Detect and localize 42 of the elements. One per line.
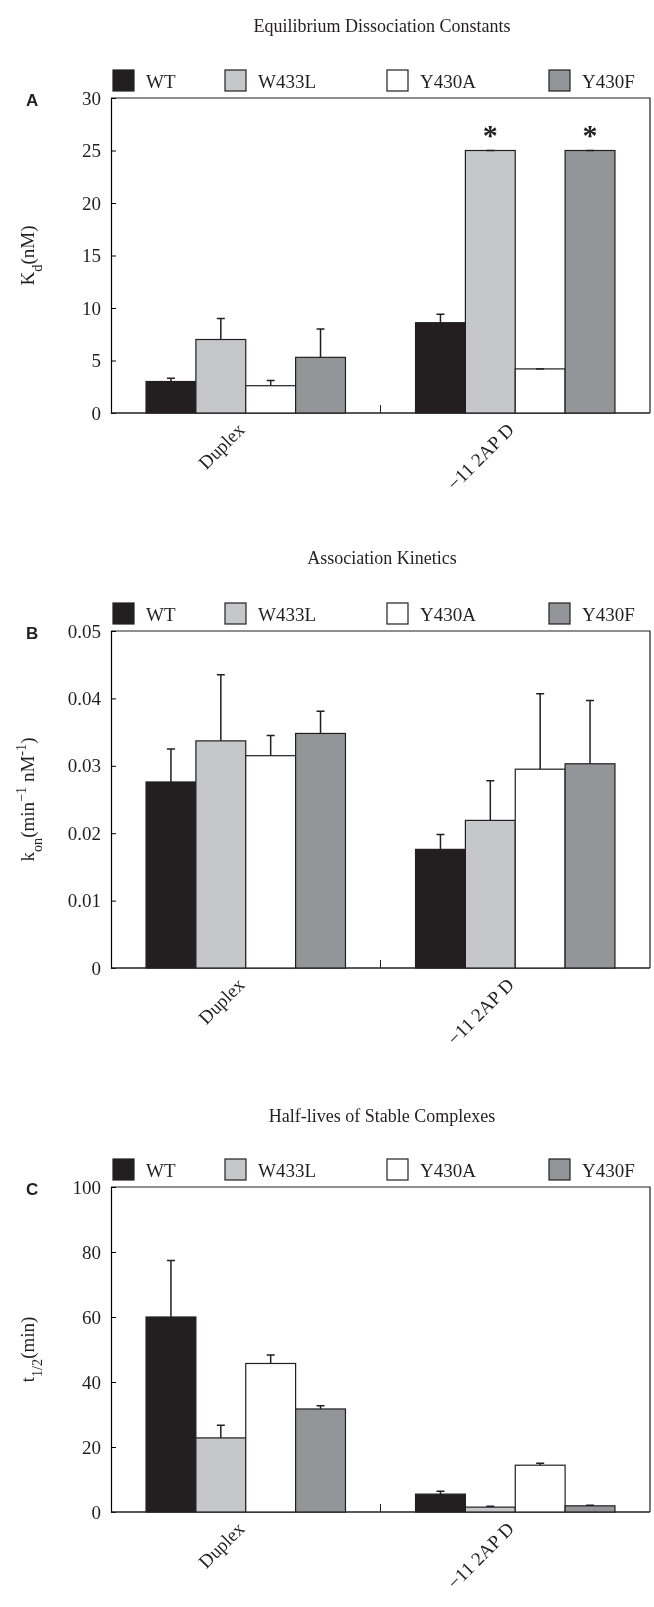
y-tick-label: 15	[82, 245, 101, 267]
y-tick-label: 0.03	[67, 755, 101, 777]
text: B	[26, 624, 39, 643]
legend-label: Y430A	[420, 604, 477, 625]
y-tick-label: 60	[82, 1306, 101, 1328]
legend-label: Y430F	[582, 604, 635, 625]
x-tick-label: −11 2AP D	[442, 973, 519, 1050]
legend-label: W433L	[258, 604, 317, 625]
y-tick-label: 5	[91, 350, 101, 372]
x-tick-label: −11 2AP D	[442, 418, 519, 495]
legend-label: Y430F	[582, 71, 635, 92]
legend-label: Y430F	[582, 1160, 635, 1181]
text: C	[26, 1180, 39, 1199]
y-tick-label: 20	[82, 192, 101, 214]
legend-label: WT	[146, 1160, 176, 1181]
legend-label: W433L	[258, 1160, 317, 1181]
y-tick-label: 20	[82, 1436, 101, 1458]
chart-title: Half-lives of Stable Complexes	[268, 1106, 496, 1126]
y-tick-label: 0	[91, 957, 101, 979]
y-tick-label: 30	[82, 87, 101, 109]
legend-label: Y430A	[420, 71, 477, 92]
annotation: *	[482, 117, 498, 151]
y-tick-label: 80	[82, 1241, 101, 1263]
chart-title: Equilibrium Dissociation Constants	[253, 16, 511, 36]
legend-label: WT	[146, 71, 176, 92]
y-tick-label: 0.01	[67, 890, 101, 912]
chart-title: Association Kinetics	[307, 548, 457, 568]
y-tick-label: 0.02	[67, 822, 101, 844]
legend-label: Y430A	[420, 1160, 477, 1181]
y-tick-label: 25	[82, 140, 101, 162]
y-tick-label: 0.04	[67, 687, 102, 709]
annotation: *	[582, 117, 598, 151]
legend-label: W433L	[258, 71, 317, 92]
y-tick-label: 10	[82, 297, 101, 319]
text: A	[26, 91, 39, 110]
y-tick-label: 100	[72, 1176, 101, 1198]
legend-label: WT	[146, 604, 176, 625]
y-tick-label: 0	[91, 402, 101, 424]
x-tick-label: −11 2AP D	[442, 1517, 519, 1594]
y-tick-label: 40	[82, 1371, 101, 1393]
y-tick-label: 0.05	[67, 620, 101, 642]
y-tick-label: 0	[91, 1501, 101, 1523]
